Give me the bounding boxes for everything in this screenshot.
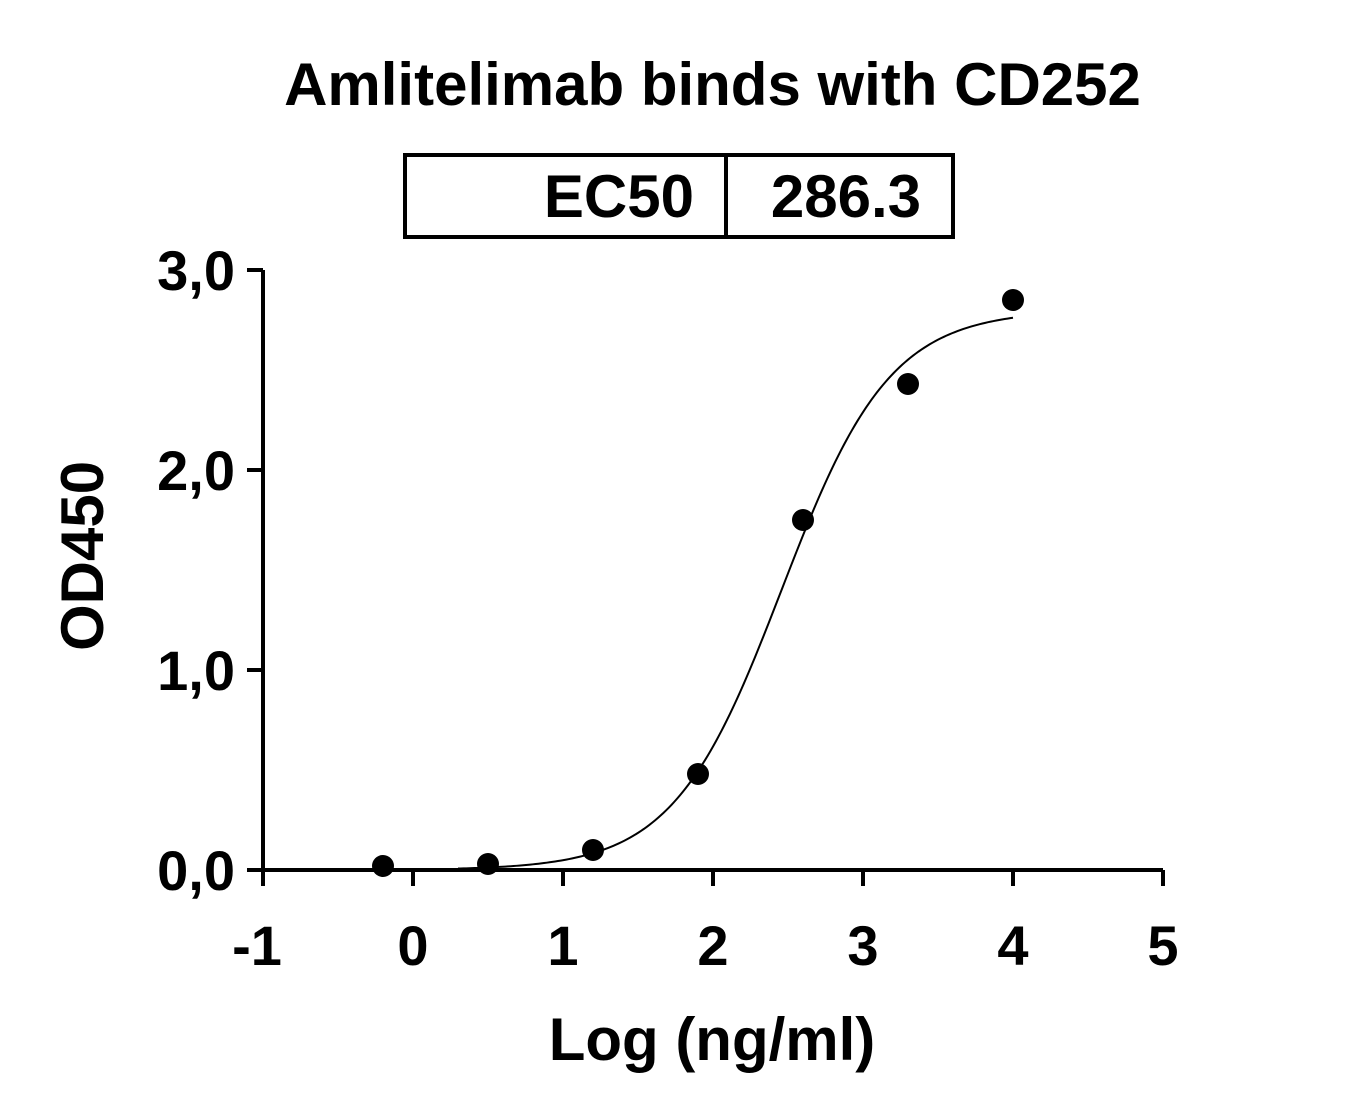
tick-labels: -1 0 1 2 3 4 5 0,0 1,0 2,0 3,0	[157, 239, 1178, 977]
data-point	[1002, 289, 1024, 311]
data-point	[687, 763, 709, 785]
data-point	[372, 855, 394, 877]
chart-title: Amlitelimab binds with CD252	[284, 51, 1141, 118]
data-point	[792, 509, 814, 531]
x-tick-label: -1	[232, 914, 282, 977]
fit-curve	[457, 316, 1014, 870]
ec50-table: EC50 286.3	[403, 153, 955, 239]
y-tick-label: 3,0	[157, 239, 235, 302]
fit-curve-layer	[457, 316, 1014, 870]
ec50-label: EC50	[407, 157, 728, 235]
data-points	[372, 289, 1024, 877]
x-tick-label: 3	[847, 914, 878, 977]
x-tick-label: 0	[397, 914, 428, 977]
y-tick-label: 2,0	[157, 439, 235, 502]
y-tick-label: 0,0	[157, 839, 235, 902]
ec50-value: 286.3	[770, 162, 921, 230]
x-tick-label: 1	[547, 914, 578, 977]
y-axis-label: OD450	[49, 461, 116, 651]
x-tick-label: 2	[697, 914, 728, 977]
data-point	[897, 373, 919, 395]
axes	[247, 268, 1165, 886]
x-axis-label: Log (ng/ml)	[549, 1006, 876, 1073]
y-tick-label: 1,0	[157, 639, 235, 702]
x-tick-label: 4	[997, 914, 1028, 977]
data-point	[582, 839, 604, 861]
data-point	[477, 853, 499, 875]
x-tick-label: 5	[1147, 914, 1178, 977]
